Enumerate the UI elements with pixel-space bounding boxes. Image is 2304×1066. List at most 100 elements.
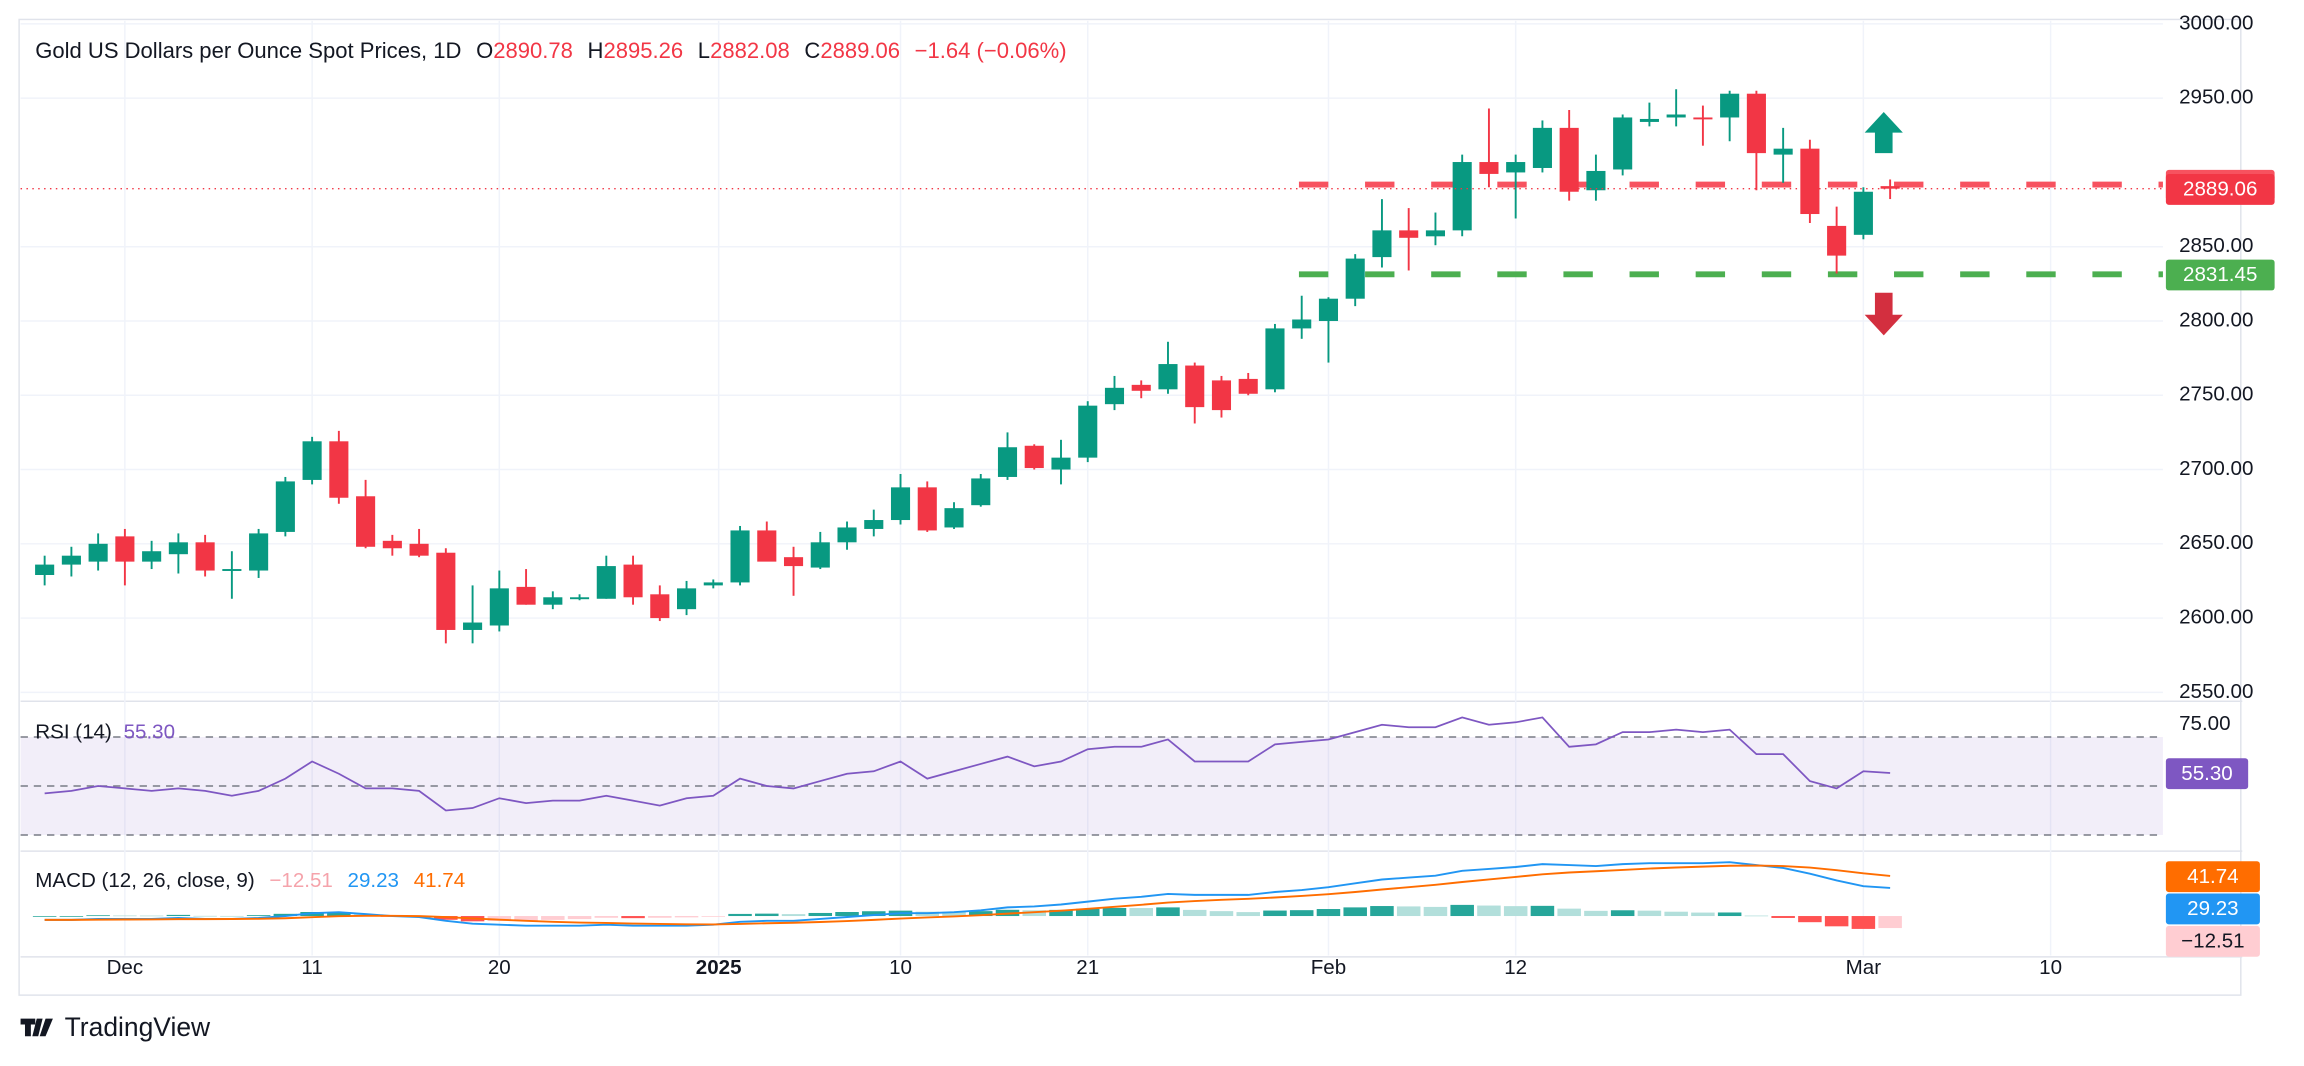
candle-body	[1880, 186, 1900, 189]
candle-body	[61, 555, 81, 565]
macd-histogram-bar	[1557, 908, 1581, 917]
candle-body	[890, 487, 911, 521]
macd-histogram-bar	[1396, 906, 1421, 917]
candle-body	[1318, 298, 1339, 321]
macd-histogram-bar	[32, 916, 57, 917]
macd-histogram-bar	[594, 916, 619, 918]
down-arrow	[1864, 292, 1903, 336]
macd-histogram-bar	[1316, 909, 1341, 917]
candle-body	[623, 564, 643, 598]
macd-histogram-bar	[567, 916, 592, 920]
macd-histogram-bar	[1156, 907, 1180, 917]
macd-histogram-bar	[942, 911, 966, 917]
candle-body	[1666, 114, 1686, 118]
macd-histogram-bar	[808, 912, 833, 917]
macd-histogram-bar	[1450, 904, 1474, 917]
candle-body	[1720, 93, 1740, 118]
macd-histogram-bar	[1209, 911, 1234, 917]
candle-body	[1693, 117, 1713, 120]
candle-body	[463, 622, 483, 630]
chart-title: Gold US Dollars per Ounce Spot Prices, 1…	[35, 38, 461, 63]
logo-icon	[20, 1018, 53, 1037]
candle-body	[650, 594, 670, 619]
macd-histogram-bar	[1691, 912, 1715, 917]
candle-body	[1559, 127, 1579, 192]
candle-body	[1853, 191, 1873, 235]
candle-body	[1827, 225, 1847, 256]
y-tick-label: 2850.00	[2179, 234, 2253, 257]
macd-histogram-bar	[193, 915, 217, 917]
macd-histogram-bar	[1530, 905, 1555, 917]
candle-body	[88, 543, 108, 562]
ohlc-label: O	[476, 38, 493, 63]
candle-body	[543, 597, 563, 605]
ohlc-value: 2890.78	[493, 38, 573, 63]
candle-body	[1372, 230, 1392, 258]
plot-frame	[18, 18, 2242, 996]
macd-histogram-bar	[1236, 912, 1260, 917]
macd-label-bg	[2165, 925, 2260, 957]
macd-histogram-bar	[541, 916, 565, 920]
x-tick-label: 10	[2039, 956, 2062, 979]
candle-body	[997, 447, 1018, 477]
candle-body	[1773, 148, 1793, 155]
chart-header: Gold US Dollars per Ounce Spot Prices, 1…	[35, 38, 1066, 63]
macd-histogram-bar	[648, 916, 672, 918]
candle-body	[1051, 457, 1071, 470]
change: −1.64 (−0.06%)	[915, 38, 1067, 63]
candle-body	[142, 551, 162, 562]
macd-histogram-bar	[59, 916, 84, 917]
macd-histogram-bar	[246, 915, 271, 917]
candle-body	[489, 588, 509, 626]
x-tick-label: 12	[1504, 956, 1527, 979]
candle-body	[1746, 93, 1766, 154]
candle-body	[1452, 162, 1472, 231]
candle-body	[409, 543, 429, 556]
candle-body	[1479, 162, 1499, 174]
y-tick-label: 2950.00	[2179, 86, 2253, 109]
level-label: 2831.45	[2183, 263, 2257, 286]
y-tick-label: 2650.00	[2179, 531, 2253, 554]
candle-body	[1265, 328, 1285, 390]
x-tick-label: 2025	[696, 956, 742, 979]
macd-histogram-bar	[1129, 908, 1153, 917]
rsi-line	[44, 716, 1891, 812]
macd-label-bg	[2165, 861, 2260, 893]
macd-label-bg	[2165, 893, 2260, 925]
signal-line	[44, 864, 1891, 926]
macd-histogram-bar	[1637, 910, 1662, 917]
macd-histogram-bar	[1610, 910, 1635, 917]
macd-histogram-bar	[1477, 905, 1501, 917]
macd-value: 29.23	[348, 869, 399, 892]
candle-body	[356, 496, 376, 547]
macd-histogram-bar	[1798, 916, 1822, 923]
price-label: 2889.06	[2183, 178, 2257, 201]
candle-body	[1532, 127, 1552, 168]
macd-label: 41.74	[2187, 865, 2238, 888]
up-arrow	[1864, 112, 1903, 154]
candle-body	[168, 542, 188, 555]
candle-body	[757, 530, 777, 562]
candle-body	[115, 536, 135, 562]
candle-body	[703, 582, 723, 586]
macd-histogram-bar	[1851, 916, 1876, 929]
macd-histogram-bar	[1503, 906, 1528, 917]
candle-body	[971, 478, 991, 506]
candle-body	[1185, 365, 1205, 408]
candle-body	[382, 540, 402, 549]
macd-histogram-bar	[674, 916, 699, 918]
macd-legend: MACD (12, 26, close, 9) −12.51 29.23 41.74	[35, 869, 465, 892]
candle-body	[1506, 162, 1526, 173]
ohlc-value: 2895.26	[603, 38, 683, 63]
candle-body	[1131, 384, 1151, 391]
candle-body	[1425, 230, 1445, 237]
x-tick-label: Dec	[107, 956, 144, 979]
macd-histogram-bar	[220, 915, 244, 917]
brand-logo: TradingView	[20, 1012, 211, 1042]
macd-histogram-bar	[166, 914, 191, 917]
x-tick-label: 20	[488, 956, 511, 979]
candle-body	[1639, 118, 1659, 122]
